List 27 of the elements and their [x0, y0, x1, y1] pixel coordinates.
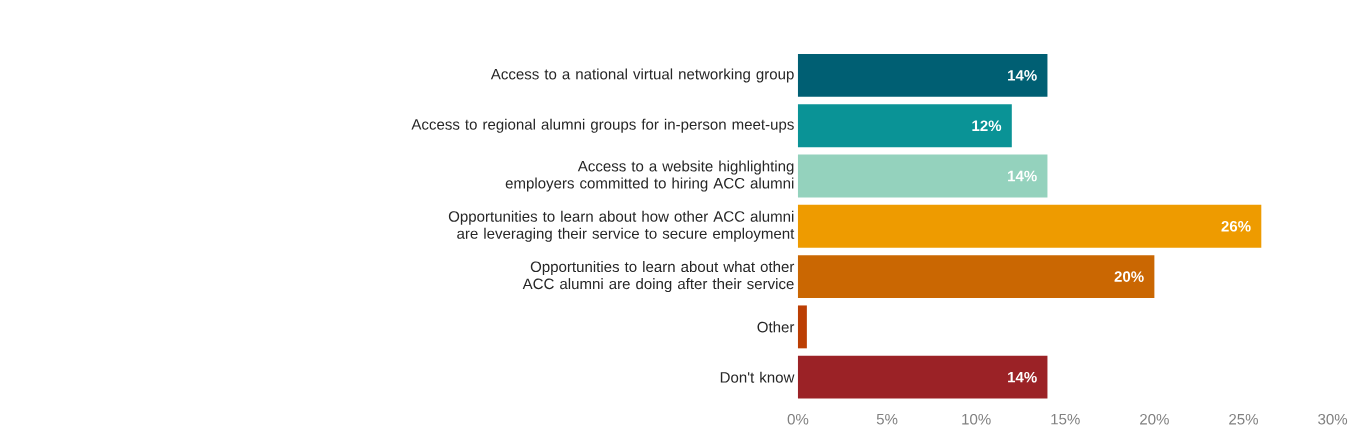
bar [797, 355, 1048, 399]
y-tick-label: Other [757, 321, 795, 333]
data-label: 12% [972, 120, 1002, 132]
x-tick-label: 0% [787, 413, 809, 425]
y-tick-label: Access to a national virtual networking group [490, 68, 794, 83]
y-tick-label: Access to a website highlighting employers committed to hiring ACC alumni [505, 160, 794, 192]
bar [797, 204, 1262, 248]
data-label: 14% [1008, 70, 1037, 81]
y-tick-label: Don't know [720, 371, 795, 383]
data-label: 14% [1008, 371, 1037, 383]
bar [797, 154, 1048, 198]
y-tick-label: Opportunities to learn about how other ACC alumni are leveraging their service to secure employment [448, 210, 795, 242]
data-label: 14% [1008, 170, 1037, 182]
bar [797, 104, 1012, 148]
bar [797, 255, 1155, 299]
data-label: 26% [1221, 221, 1251, 232]
x-tick-label: 15% [1051, 413, 1080, 425]
y-tick-label: Opportunities to learn about what other ACC alumni are doing after their service [522, 261, 795, 293]
x-tick-label: 25% [1229, 413, 1258, 425]
x-tick-label: 5% [876, 413, 898, 425]
data-label: 20% [1114, 271, 1144, 282]
bar [797, 54, 1048, 97]
x-tick-label: 30% [1318, 413, 1348, 425]
x-tick-label: 20% [1140, 413, 1169, 425]
bar [797, 305, 807, 349]
x-tick-label: 10% [962, 413, 991, 425]
y-tick-label: Access to regional alumni groups for in-person meet-ups [411, 118, 794, 133]
